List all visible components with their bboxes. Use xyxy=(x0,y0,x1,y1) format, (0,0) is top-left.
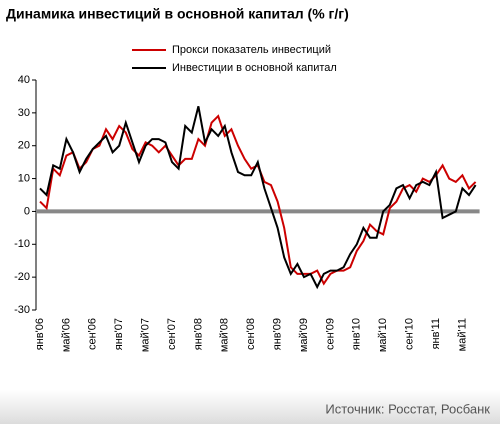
x-tick-label: янв'09 xyxy=(272,318,284,350)
series-line xyxy=(39,106,477,290)
y-tick-label: 40 xyxy=(18,74,30,86)
x-tick-label: сен'08 xyxy=(245,318,257,350)
series-line xyxy=(39,114,477,286)
y-tick-label: -10 xyxy=(14,238,30,250)
source: Источник: Росстат, Росбанк xyxy=(325,401,490,416)
x-tick-label: май'11 xyxy=(456,318,468,351)
x-tick-label: май'07 xyxy=(140,318,152,352)
y-tick-label: 20 xyxy=(18,140,30,152)
x-tick-label: май'08 xyxy=(219,318,231,352)
x-tick-label: янв'10 xyxy=(351,318,363,350)
footer-band xyxy=(0,390,500,424)
y-tick-label: -30 xyxy=(14,304,30,316)
x-tick-label: май'06 xyxy=(60,318,72,352)
x-tick-label: сен'10 xyxy=(404,318,416,350)
y-tick-label: 10 xyxy=(18,172,30,184)
y-tick-label: 30 xyxy=(18,107,30,119)
x-tick-label: янв'08 xyxy=(192,318,204,350)
x-tick-label: май'09 xyxy=(298,318,310,352)
x-tick-label: май'10 xyxy=(377,318,389,352)
x-tick-label: янв'11 xyxy=(430,318,442,349)
x-tick-label: сен'09 xyxy=(324,318,336,350)
x-tick-label: сен'06 xyxy=(87,318,99,350)
chart-title: Динамика инвестиций в основной капитал (… xyxy=(6,6,349,22)
x-tick-label: янв'07 xyxy=(113,318,125,350)
legend-label: Инвестиции в основной капитал xyxy=(172,62,337,74)
y-tick-label: -20 xyxy=(14,271,30,283)
x-tick-label: янв'06 xyxy=(34,318,46,350)
x-tick-label: сен'07 xyxy=(166,318,178,350)
legend-label: Прокси показатель инвестиций xyxy=(172,44,331,56)
y-tick-label: 0 xyxy=(24,205,30,217)
